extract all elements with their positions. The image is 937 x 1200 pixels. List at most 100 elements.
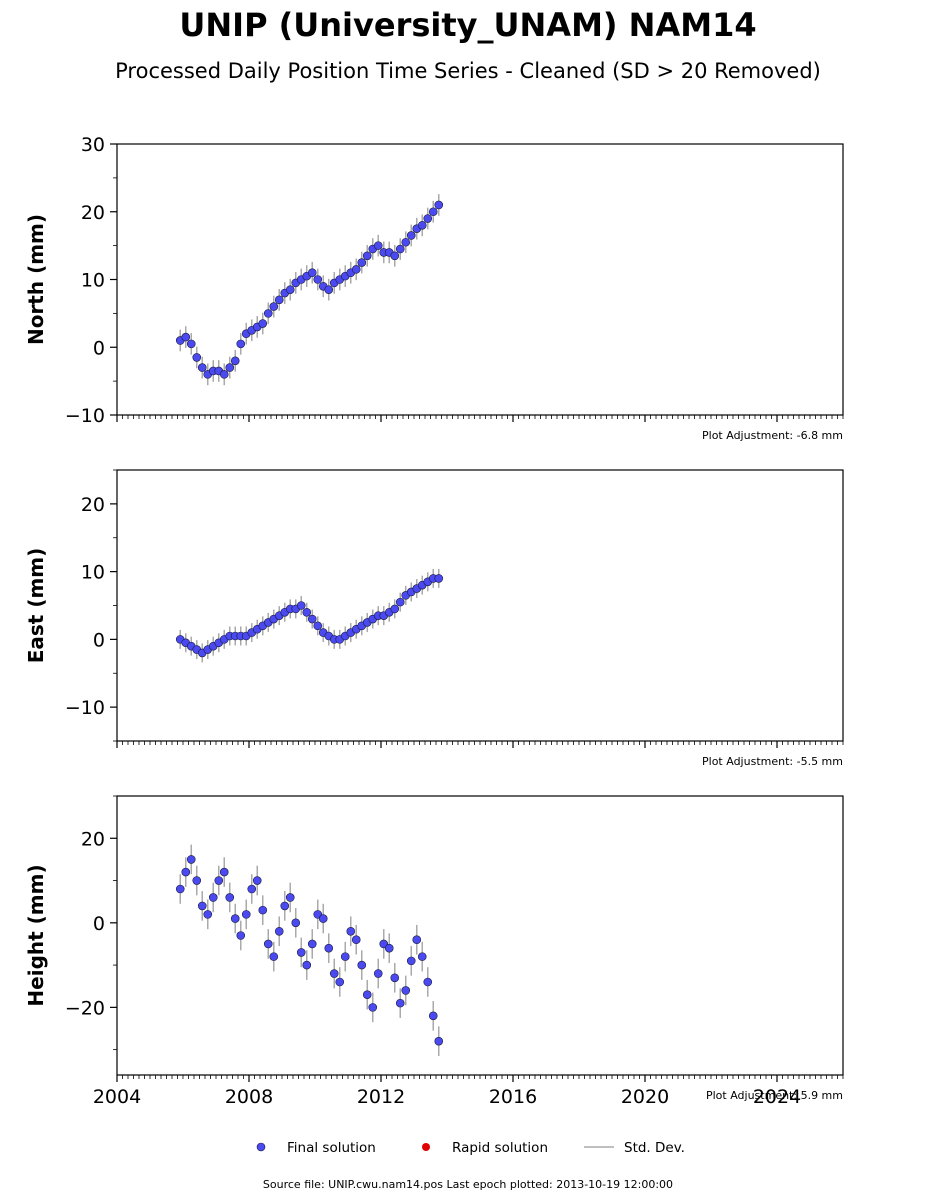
data-point xyxy=(307,268,317,278)
data-point xyxy=(296,601,306,610)
data-point xyxy=(241,910,251,919)
data-point xyxy=(340,952,350,961)
data-point xyxy=(406,231,416,240)
data-point xyxy=(390,973,400,983)
data-point xyxy=(285,285,295,294)
data-point xyxy=(417,221,427,230)
data-point xyxy=(428,207,438,217)
data-point xyxy=(362,990,372,999)
data-point xyxy=(373,241,383,250)
plot-adjustment: Plot Adjustment: -5.5 mm xyxy=(702,755,843,768)
legend-rapid-marker xyxy=(422,1143,430,1151)
data-point xyxy=(225,893,235,902)
y-tick-label: 0 xyxy=(93,629,105,651)
data-point xyxy=(186,855,196,864)
y-tick-label: 10 xyxy=(81,270,105,292)
y-tick-label: 20 xyxy=(81,494,105,516)
data-point xyxy=(395,998,405,1008)
data-point xyxy=(258,319,268,328)
data-point xyxy=(423,977,433,987)
data-point xyxy=(335,977,345,987)
data-point xyxy=(274,295,284,305)
data-point xyxy=(230,356,240,366)
chart-title: UNIP (University_UNAM) NAM14 xyxy=(179,6,756,44)
data-point xyxy=(302,607,312,617)
legend-final-label: Final solution xyxy=(287,1140,376,1156)
legend-rapid-label: Rapid solution xyxy=(452,1140,548,1156)
data-point xyxy=(390,604,400,614)
data-point xyxy=(434,574,444,583)
data-point xyxy=(395,597,405,607)
y-tick-label: 10 xyxy=(81,562,105,584)
y-axis-label: Height (mm) xyxy=(24,864,48,1006)
data-point xyxy=(357,258,367,267)
data-point xyxy=(280,901,290,911)
data-point xyxy=(302,960,312,970)
y-tick-label: 20 xyxy=(81,828,105,850)
data-point xyxy=(197,363,207,372)
data-point xyxy=(263,309,273,318)
data-point xyxy=(401,237,411,247)
legend-std-label: Std. Dev. xyxy=(624,1140,685,1156)
data-point xyxy=(247,884,257,894)
data-point xyxy=(263,939,273,949)
data-point xyxy=(318,914,328,923)
data-point xyxy=(296,948,306,957)
data-point xyxy=(203,910,213,919)
data-point xyxy=(362,251,372,261)
y-axis-label: North (mm) xyxy=(24,214,48,345)
data-point xyxy=(401,986,411,995)
data-point xyxy=(197,901,207,911)
data-point xyxy=(417,952,427,961)
data-point xyxy=(313,275,323,284)
data-point xyxy=(285,893,295,902)
data-point xyxy=(373,969,383,978)
y-tick-label: −20 xyxy=(65,997,105,1019)
data-point xyxy=(406,956,416,966)
plot-adjustment: Plot Adjustment: -6.8 mm xyxy=(702,429,843,442)
x-tick-label: 2016 xyxy=(489,1086,537,1108)
data-point xyxy=(434,1036,444,1046)
data-point xyxy=(192,876,202,885)
data-point xyxy=(324,943,334,953)
y-tick-label: −10 xyxy=(65,697,105,719)
data-point xyxy=(219,370,229,379)
data-point xyxy=(230,914,240,923)
data-point xyxy=(181,332,191,342)
data-point xyxy=(313,621,323,631)
plot-adjustment: Plot Adjustment: 5.9 mm xyxy=(706,1089,843,1102)
data-point xyxy=(291,918,301,928)
data-point xyxy=(214,876,224,885)
data-point xyxy=(307,614,317,624)
data-point xyxy=(351,265,361,274)
y-tick-label: 30 xyxy=(81,134,105,156)
data-point xyxy=(390,251,400,261)
panel-north: −10 0 10 20 30 North (mm) Plot Adjustment: -6.… xyxy=(24,134,844,442)
data-point xyxy=(219,867,229,877)
data-point xyxy=(368,1003,378,1012)
source-footer: Source file: UNIP.cwu.nam14.pos Last epo… xyxy=(263,1178,673,1191)
x-tick-label: 2024 xyxy=(753,1086,801,1108)
data-point xyxy=(346,926,356,936)
axes-frame xyxy=(116,469,844,742)
axes-frame xyxy=(116,143,844,416)
data-point xyxy=(434,200,444,210)
data-point xyxy=(175,884,185,894)
data-point xyxy=(208,893,218,902)
data-point xyxy=(192,353,202,362)
data-point xyxy=(181,867,191,877)
x-tick-label: 2008 xyxy=(225,1086,273,1108)
y-tick-label: 20 xyxy=(81,202,105,224)
data-point xyxy=(274,926,284,936)
data-point xyxy=(258,905,268,915)
data-point xyxy=(428,1011,438,1021)
legend: Final solution Rapid solution Std. Dev. xyxy=(256,1140,685,1156)
x-tick-label: 2004 xyxy=(93,1086,141,1108)
data-point xyxy=(423,214,433,223)
x-tick-label: 2020 xyxy=(621,1086,669,1108)
axes-frame xyxy=(116,795,844,1076)
chart-subtitle: Processed Daily Position Time Series - C… xyxy=(115,59,821,83)
data-layer xyxy=(175,568,444,663)
legend-final-marker xyxy=(256,1142,266,1152)
